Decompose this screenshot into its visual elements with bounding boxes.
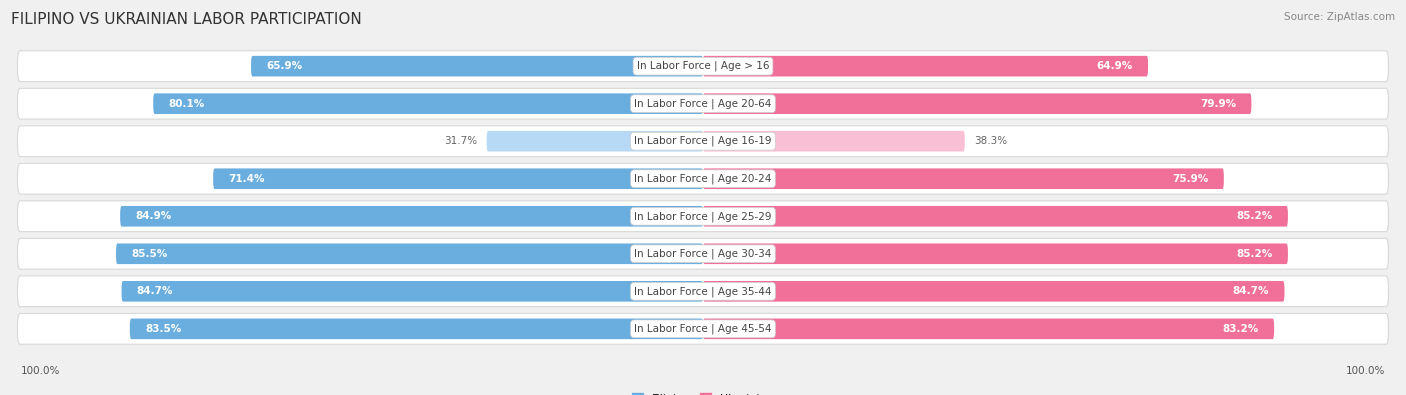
Text: In Labor Force | Age 16-19: In Labor Force | Age 16-19 [634,136,772,147]
Text: 83.5%: 83.5% [145,324,181,334]
FancyBboxPatch shape [17,239,1389,269]
FancyBboxPatch shape [703,318,1274,339]
FancyBboxPatch shape [703,131,965,152]
Text: 38.3%: 38.3% [974,136,1007,146]
Text: 79.9%: 79.9% [1201,99,1236,109]
Text: 75.9%: 75.9% [1173,174,1209,184]
Text: 65.9%: 65.9% [266,61,302,71]
Text: 71.4%: 71.4% [228,174,264,184]
FancyBboxPatch shape [703,56,1149,77]
Text: In Labor Force | Age 30-34: In Labor Force | Age 30-34 [634,248,772,259]
FancyBboxPatch shape [486,131,703,152]
FancyBboxPatch shape [214,168,703,189]
FancyBboxPatch shape [17,201,1389,231]
Text: 85.5%: 85.5% [131,249,167,259]
FancyBboxPatch shape [703,281,1285,302]
FancyBboxPatch shape [17,164,1389,194]
Text: 100.0%: 100.0% [21,366,60,376]
Text: 84.7%: 84.7% [136,286,173,296]
Text: FILIPINO VS UKRAINIAN LABOR PARTICIPATION: FILIPINO VS UKRAINIAN LABOR PARTICIPATIO… [11,12,361,27]
FancyBboxPatch shape [129,318,703,339]
FancyBboxPatch shape [17,126,1389,156]
Text: 31.7%: 31.7% [444,136,478,146]
FancyBboxPatch shape [117,243,703,264]
Text: 85.2%: 85.2% [1236,211,1272,221]
Text: In Labor Force | Age 20-24: In Labor Force | Age 20-24 [634,173,772,184]
FancyBboxPatch shape [17,276,1389,307]
Text: 100.0%: 100.0% [1346,366,1385,376]
Text: In Labor Force | Age 20-64: In Labor Force | Age 20-64 [634,98,772,109]
Text: Source: ZipAtlas.com: Source: ZipAtlas.com [1284,12,1395,22]
FancyBboxPatch shape [703,93,1251,114]
Text: In Labor Force | Age 35-44: In Labor Force | Age 35-44 [634,286,772,297]
FancyBboxPatch shape [703,206,1288,227]
Legend: Filipino, Ukrainian: Filipino, Ukrainian [628,389,778,395]
Text: In Labor Force | Age > 16: In Labor Force | Age > 16 [637,61,769,71]
Text: 84.7%: 84.7% [1233,286,1270,296]
FancyBboxPatch shape [17,88,1389,119]
Text: In Labor Force | Age 25-29: In Labor Force | Age 25-29 [634,211,772,222]
Text: 64.9%: 64.9% [1097,61,1133,71]
Text: 80.1%: 80.1% [169,99,205,109]
FancyBboxPatch shape [17,314,1389,344]
FancyBboxPatch shape [120,206,703,227]
FancyBboxPatch shape [703,243,1288,264]
FancyBboxPatch shape [17,51,1389,81]
FancyBboxPatch shape [703,168,1223,189]
FancyBboxPatch shape [121,281,703,302]
FancyBboxPatch shape [252,56,703,77]
Text: 85.2%: 85.2% [1236,249,1272,259]
Text: 84.9%: 84.9% [135,211,172,221]
Text: 83.2%: 83.2% [1223,324,1258,334]
Text: In Labor Force | Age 45-54: In Labor Force | Age 45-54 [634,324,772,334]
FancyBboxPatch shape [153,93,703,114]
